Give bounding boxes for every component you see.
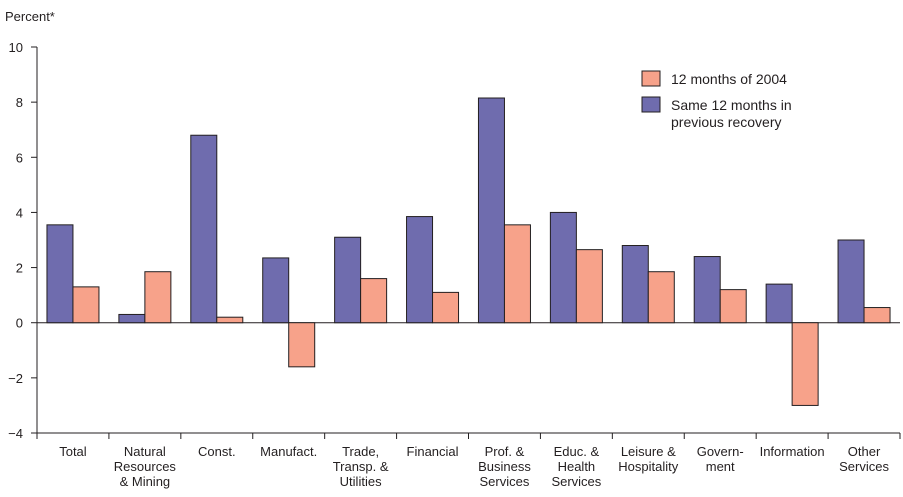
y-axis-label: Percent*	[5, 9, 55, 24]
bar	[719, 289, 747, 324]
bar	[216, 316, 244, 324]
bar	[863, 307, 891, 324]
bar	[765, 283, 793, 324]
y-tick-labels: 10 8 6 4 2 0 −2 −4	[8, 40, 37, 441]
category-label: Const.	[198, 444, 236, 459]
category-label: Manufact.	[260, 444, 317, 459]
bar	[503, 224, 531, 324]
legend-swatch	[641, 70, 661, 87]
bar	[837, 239, 865, 324]
y-tick-label: 10	[9, 40, 23, 55]
category-label: Financial	[407, 444, 459, 459]
y-tick-label: −2	[8, 371, 23, 386]
bar	[791, 322, 819, 406]
legend: 12 months of 2004 Same 12 months in previo…	[641, 70, 792, 130]
y-tick-label: 4	[16, 205, 23, 220]
legend-swatch	[641, 96, 661, 113]
bar	[621, 245, 649, 324]
bar	[406, 216, 434, 324]
legend-label: 12 months of 2004	[671, 71, 787, 87]
category-label: Other Services	[839, 444, 889, 474]
category-label: Trade, Transp. & Utilities	[333, 444, 389, 489]
bar	[190, 134, 218, 324]
category-label: Prof. & Business Services	[478, 444, 531, 489]
bar	[549, 211, 577, 324]
y-tick-label: 0	[16, 316, 23, 331]
axes	[36, 47, 901, 439]
category-label: Natural Resources & Mining	[114, 444, 177, 489]
y-tick-label: 6	[16, 150, 23, 165]
legend-label: Same 12 months in previous recovery	[671, 97, 792, 130]
category-label: Leisure & Hospitality	[618, 444, 678, 474]
bar	[72, 286, 100, 324]
category-label: Information	[760, 444, 825, 459]
bar	[262, 257, 290, 324]
bar	[647, 271, 675, 324]
bar	[432, 291, 460, 324]
bar	[288, 322, 316, 368]
category-label: Total	[59, 444, 87, 459]
y-tick-label: 8	[16, 95, 23, 110]
bars	[46, 97, 891, 406]
category-label: Educ. & Health Services	[551, 444, 601, 489]
bar	[477, 97, 505, 324]
y-tick-label: −4	[8, 426, 23, 441]
category-label: Govern-ment	[697, 444, 744, 474]
bar	[334, 236, 362, 324]
bar	[575, 249, 603, 324]
bar	[693, 256, 721, 324]
bar	[46, 224, 74, 324]
y-tick-label: 2	[16, 261, 23, 276]
bar	[118, 313, 146, 324]
category-labels: Total Natural Resources & Mining Const. Manuf…	[59, 444, 889, 489]
bar	[360, 278, 388, 324]
bar	[144, 271, 172, 324]
